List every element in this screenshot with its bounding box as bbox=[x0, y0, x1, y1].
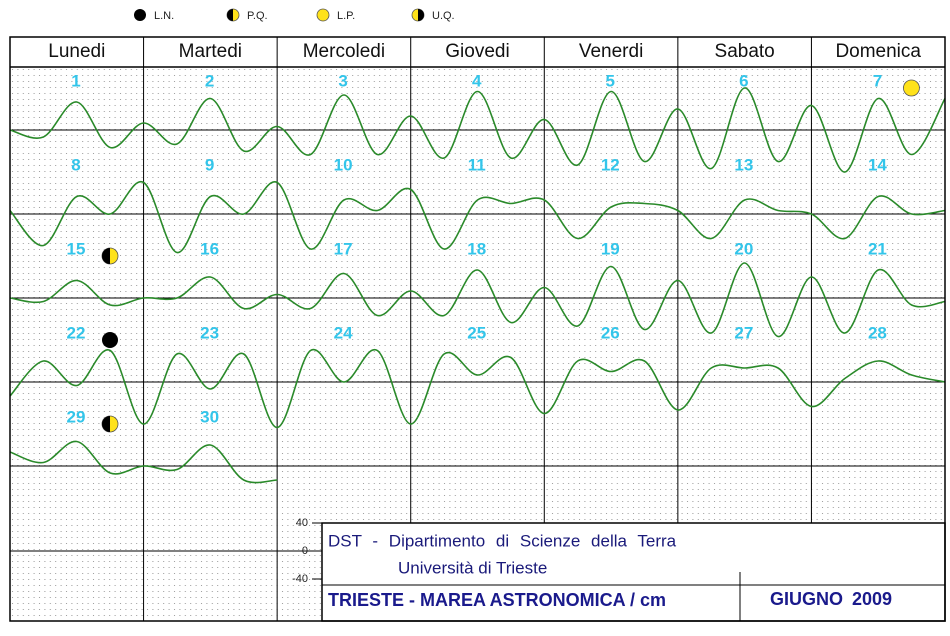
day-number: 5 bbox=[606, 71, 615, 90]
day-number: 28 bbox=[868, 323, 887, 342]
weekday-label: Giovedi bbox=[445, 41, 509, 62]
day-number: 22 bbox=[67, 323, 86, 342]
moon-full bbox=[316, 8, 330, 22]
weekday-label: Lunedi bbox=[48, 41, 105, 62]
weekday-label: Domenica bbox=[835, 41, 921, 62]
tide-curve bbox=[9, 348, 946, 429]
day-number: 29 bbox=[67, 407, 86, 426]
moon-new bbox=[102, 332, 118, 348]
moon-shadow bbox=[418, 9, 424, 21]
moon-icon bbox=[102, 332, 118, 348]
moon-icon bbox=[411, 8, 425, 22]
day-number: 11 bbox=[468, 155, 486, 174]
day-number: 12 bbox=[601, 155, 620, 174]
day-number: 27 bbox=[734, 323, 753, 342]
day-number: 3 bbox=[338, 71, 347, 90]
moon-new bbox=[134, 9, 146, 21]
day-number: 19 bbox=[601, 239, 620, 258]
day-number: 15 bbox=[67, 239, 86, 258]
legend-label: U.Q. bbox=[432, 10, 455, 22]
day-number: 17 bbox=[334, 239, 353, 258]
scale-tick-label: 40 bbox=[296, 517, 308, 529]
day-number: 4 bbox=[472, 71, 482, 90]
tide-curve bbox=[9, 87, 946, 173]
moon-shadow bbox=[227, 9, 233, 21]
frame bbox=[9, 36, 946, 622]
tide-curve bbox=[9, 262, 946, 338]
day-number: 1 bbox=[71, 71, 80, 90]
tide-curve bbox=[9, 440, 278, 484]
chart-layer: L.N. P.Q. L.P. U.Q. Lunedi Martedi Mercoledi Gi… bbox=[9, 8, 946, 621]
day-number: 25 bbox=[467, 323, 486, 342]
weekday-label: Martedi bbox=[179, 41, 242, 62]
weekday-label: Mercoledi bbox=[303, 41, 385, 62]
moon-icon bbox=[134, 9, 146, 21]
moon-shadow bbox=[102, 248, 110, 264]
day-number: 9 bbox=[205, 155, 214, 174]
day-number: 7 bbox=[873, 71, 882, 90]
legend-label: P.Q. bbox=[247, 10, 268, 22]
weekday-label: Venerdi bbox=[579, 41, 643, 62]
moon-icon bbox=[316, 8, 330, 22]
day-number: 30 bbox=[200, 407, 219, 426]
moon-icon bbox=[226, 8, 240, 22]
scale-tick-label: -40 bbox=[292, 573, 308, 585]
moon-icon bbox=[101, 415, 119, 433]
day-number: 14 bbox=[868, 155, 887, 174]
moon-icon bbox=[101, 247, 119, 265]
day-number: 8 bbox=[71, 155, 80, 174]
day-number: 6 bbox=[739, 71, 748, 90]
day-number: 16 bbox=[200, 239, 219, 258]
scale-tick-label: 0 bbox=[302, 545, 308, 557]
weekday-label: Sabato bbox=[715, 41, 775, 62]
day-number: 18 bbox=[467, 239, 486, 258]
footer-university: Università di Trieste bbox=[398, 558, 547, 577]
moon-icon bbox=[903, 79, 920, 97]
legend-label: L.N. bbox=[154, 10, 174, 22]
day-number: 23 bbox=[200, 323, 219, 342]
day-number: 26 bbox=[601, 323, 620, 342]
day-number: 20 bbox=[734, 239, 753, 258]
day-number: 21 bbox=[868, 239, 887, 258]
tide-curve bbox=[9, 181, 946, 254]
legend-label: L.P. bbox=[337, 10, 355, 22]
moon-shadow bbox=[102, 416, 110, 432]
moon-full bbox=[903, 79, 920, 97]
day-number: 13 bbox=[734, 155, 753, 174]
footer-month: GIUGNO 2009 bbox=[770, 589, 892, 609]
footer-institute: DST - Dipartimento di Scienze della Terr… bbox=[328, 531, 677, 550]
footer-title: TRIESTE - MAREA ASTRONOMICA / cm bbox=[328, 590, 666, 610]
day-number: 24 bbox=[334, 323, 353, 342]
day-number: 10 bbox=[334, 155, 353, 174]
day-number: 2 bbox=[205, 71, 214, 90]
